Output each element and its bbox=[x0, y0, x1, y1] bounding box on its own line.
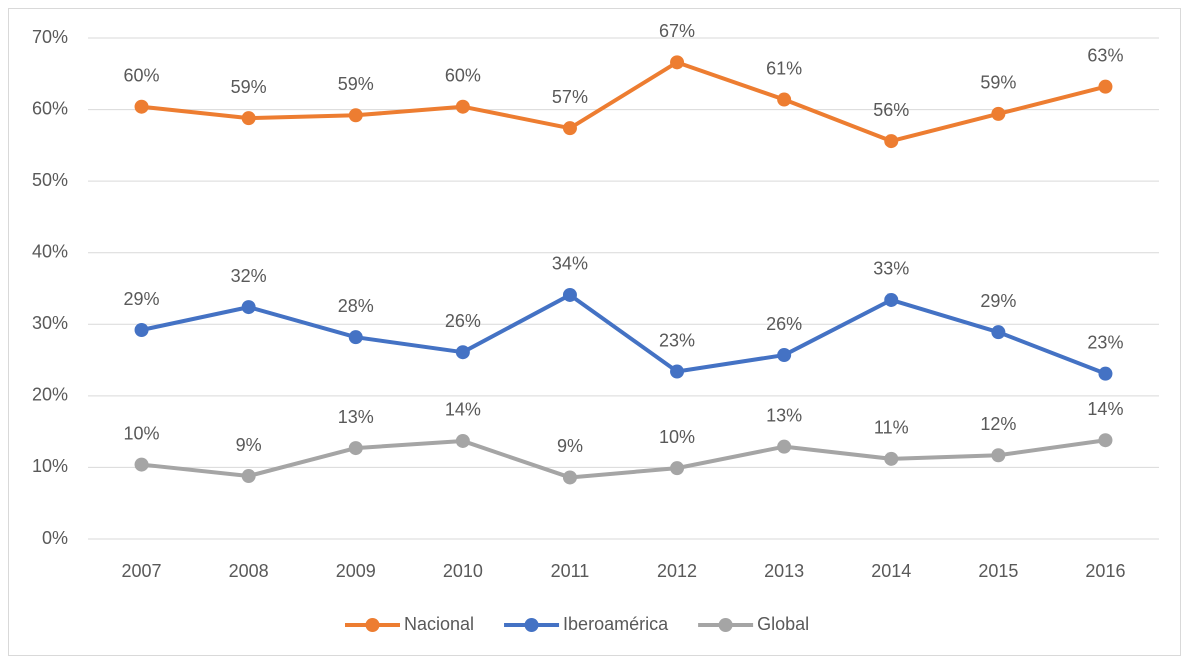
y-tick-label: 60% bbox=[32, 98, 68, 118]
data-label: 61% bbox=[766, 58, 802, 78]
data-label: 57% bbox=[552, 87, 588, 107]
x-tick-label: 2010 bbox=[443, 561, 483, 581]
data-label: 32% bbox=[231, 266, 267, 286]
legend-label: Nacional bbox=[404, 614, 474, 634]
x-tick-label: 2007 bbox=[122, 561, 162, 581]
y-tick-label: 50% bbox=[32, 170, 68, 190]
x-tick-label: 2013 bbox=[764, 561, 804, 581]
data-label: 13% bbox=[766, 405, 802, 425]
data-label: 60% bbox=[124, 65, 160, 85]
data-point bbox=[241, 111, 256, 126]
data-point bbox=[991, 106, 1006, 121]
data-point bbox=[670, 461, 685, 476]
data-point bbox=[134, 99, 149, 114]
series-line bbox=[141, 438, 1106, 480]
data-point bbox=[670, 364, 685, 379]
data-point bbox=[1098, 433, 1113, 448]
y-tick-label: 0% bbox=[42, 528, 68, 548]
data-point bbox=[348, 441, 363, 456]
y-tick-label: 40% bbox=[32, 241, 68, 261]
data-label: 10% bbox=[124, 423, 160, 443]
data-point bbox=[777, 439, 792, 454]
data-point bbox=[884, 134, 899, 149]
x-tick-label: 2016 bbox=[1085, 561, 1125, 581]
data-point bbox=[991, 325, 1006, 340]
data-label: 26% bbox=[766, 314, 802, 334]
y-tick-label: 70% bbox=[32, 27, 68, 47]
y-tick-label: 10% bbox=[32, 456, 68, 476]
data-label: 59% bbox=[338, 74, 374, 94]
data-label: 56% bbox=[873, 100, 909, 120]
data-point bbox=[134, 457, 149, 472]
data-label: 13% bbox=[338, 407, 374, 427]
data-label: 33% bbox=[873, 259, 909, 279]
legend-label: Iberoamérica bbox=[563, 614, 669, 634]
data-point bbox=[134, 323, 149, 338]
data-label: 14% bbox=[445, 400, 481, 420]
data-point bbox=[1098, 366, 1113, 381]
data-label: 28% bbox=[338, 296, 374, 316]
data-point bbox=[777, 92, 792, 107]
data-label: 67% bbox=[659, 21, 695, 41]
y-tick-label: 20% bbox=[32, 385, 68, 405]
data-label: 23% bbox=[659, 330, 695, 350]
data-point bbox=[241, 300, 256, 315]
data-point bbox=[670, 55, 685, 70]
data-label: 10% bbox=[659, 427, 695, 447]
data-point bbox=[241, 469, 256, 484]
series-line bbox=[141, 60, 1106, 144]
data-label: 29% bbox=[980, 291, 1016, 311]
data-label: 11% bbox=[874, 418, 909, 438]
data-point bbox=[777, 348, 792, 363]
legend-marker bbox=[365, 618, 380, 632]
data-point bbox=[562, 121, 577, 136]
data-point bbox=[348, 330, 363, 345]
data-label: 9% bbox=[236, 435, 262, 455]
data-point bbox=[991, 448, 1006, 463]
data-label: 12% bbox=[980, 414, 1016, 434]
data-label: 9% bbox=[557, 436, 583, 456]
y-tick-label: 30% bbox=[32, 313, 68, 333]
data-label: 23% bbox=[1087, 332, 1123, 352]
data-point bbox=[455, 345, 470, 360]
series-line bbox=[141, 292, 1107, 376]
data-label: 34% bbox=[552, 254, 588, 274]
data-point bbox=[1098, 79, 1113, 94]
legend-label: Global bbox=[757, 614, 809, 634]
x-tick-label: 2009 bbox=[336, 561, 376, 581]
data-point bbox=[884, 292, 899, 307]
x-tick-label: 2014 bbox=[871, 561, 911, 581]
data-point bbox=[348, 108, 363, 123]
data-label: 26% bbox=[445, 311, 481, 331]
data-point bbox=[562, 287, 577, 302]
data-point bbox=[562, 470, 577, 485]
legend-marker bbox=[718, 618, 733, 632]
x-tick-label: 2015 bbox=[978, 561, 1018, 581]
data-label: 63% bbox=[1087, 45, 1123, 65]
data-label: 60% bbox=[445, 65, 481, 85]
x-tick-label: 2008 bbox=[229, 561, 269, 581]
data-point bbox=[884, 451, 899, 466]
data-label: 29% bbox=[124, 289, 160, 309]
data-label: 59% bbox=[231, 77, 267, 97]
x-tick-label: 2012 bbox=[657, 561, 697, 581]
data-label: 59% bbox=[980, 73, 1016, 93]
x-tick-label: 2011 bbox=[551, 561, 590, 581]
data-point bbox=[455, 433, 470, 448]
data-label: 14% bbox=[1087, 399, 1123, 419]
data-point bbox=[455, 99, 470, 114]
legend-marker bbox=[524, 618, 539, 632]
